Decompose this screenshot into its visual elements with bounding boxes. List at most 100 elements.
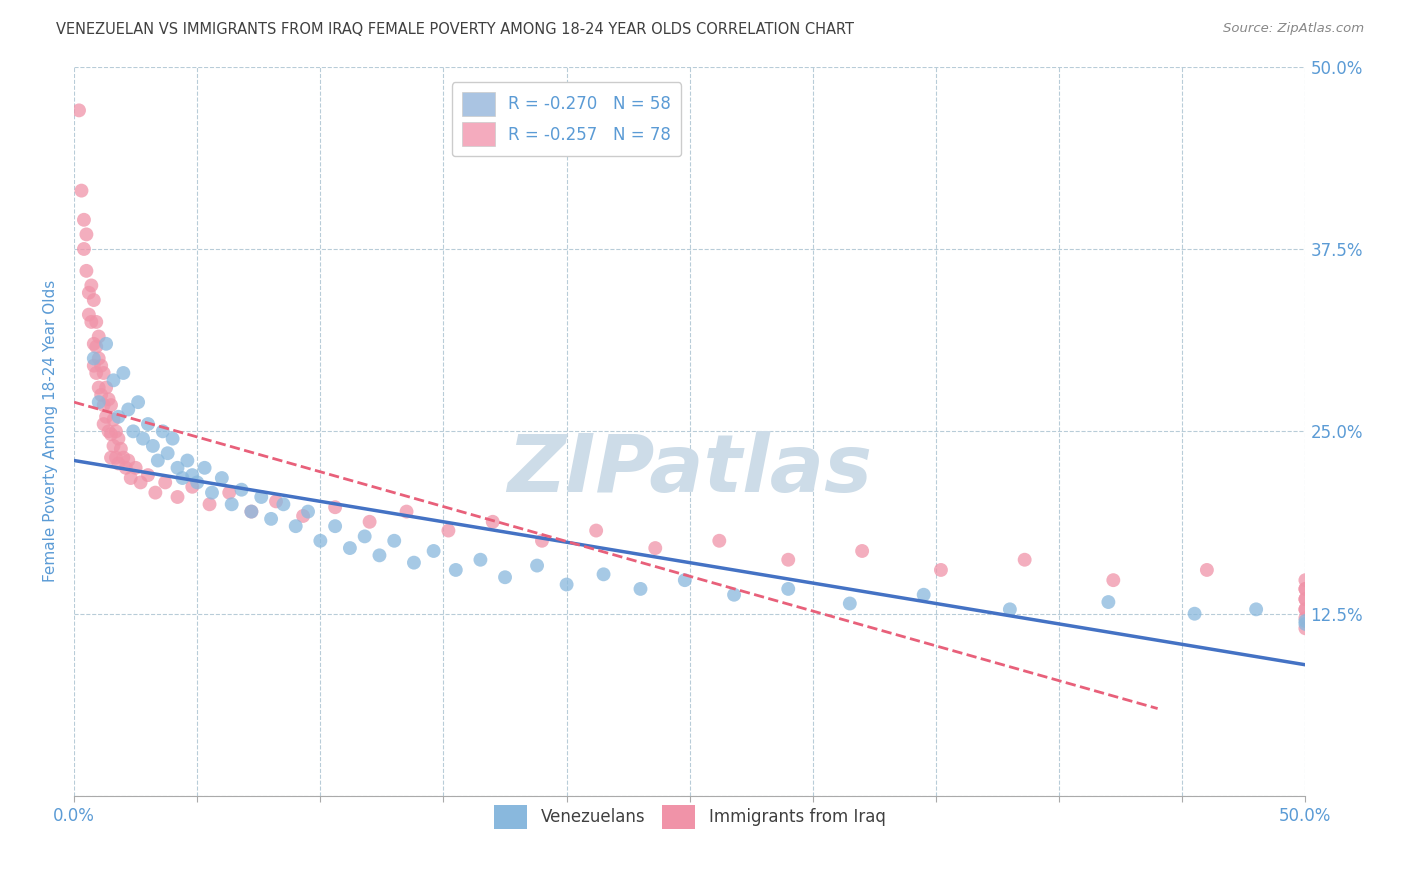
Point <box>444 563 467 577</box>
Point <box>402 556 425 570</box>
Point <box>143 485 166 500</box>
Point <box>240 505 263 519</box>
Point <box>323 519 346 533</box>
Point <box>1294 573 1316 587</box>
Point <box>1184 607 1206 621</box>
Point <box>70 184 93 198</box>
Point <box>592 567 614 582</box>
Point <box>395 505 418 519</box>
Point <box>1195 563 1218 577</box>
Point <box>93 398 115 412</box>
Point <box>211 471 233 485</box>
Point <box>80 315 103 329</box>
Y-axis label: Female Poverty Among 18-24 Year Olds: Female Poverty Among 18-24 Year Olds <box>44 280 58 582</box>
Point <box>998 602 1021 616</box>
Point <box>273 497 295 511</box>
Point <box>103 412 125 426</box>
Point <box>437 524 460 538</box>
Point <box>353 529 375 543</box>
Point <box>156 446 179 460</box>
Point <box>146 453 169 467</box>
Text: Source: ZipAtlas.com: Source: ZipAtlas.com <box>1223 22 1364 36</box>
Point <box>136 417 159 431</box>
Point <box>100 427 122 442</box>
Point <box>124 460 146 475</box>
Point <box>644 541 666 555</box>
Point <box>87 381 110 395</box>
Point <box>104 450 127 465</box>
Point <box>75 264 97 278</box>
Point <box>1294 614 1316 628</box>
Point <box>93 366 115 380</box>
Point <box>103 373 125 387</box>
Point <box>110 442 132 456</box>
Point <box>1294 602 1316 616</box>
Point <box>77 285 100 300</box>
Point <box>103 439 125 453</box>
Point <box>1014 553 1036 567</box>
Point <box>221 497 243 511</box>
Point <box>1294 616 1316 631</box>
Point <box>481 515 503 529</box>
Point <box>778 582 800 596</box>
Point <box>264 494 287 508</box>
Point <box>117 402 139 417</box>
Point <box>90 388 112 402</box>
Point <box>94 381 117 395</box>
Point <box>83 336 105 351</box>
Point <box>422 544 444 558</box>
Point <box>1294 592 1316 607</box>
Point <box>198 497 221 511</box>
Point <box>94 336 117 351</box>
Point <box>530 533 553 548</box>
Point <box>176 453 198 467</box>
Point <box>1102 573 1125 587</box>
Point <box>359 515 381 529</box>
Point <box>100 398 122 412</box>
Point <box>155 475 177 490</box>
Point <box>181 480 204 494</box>
Point <box>84 315 107 329</box>
Point <box>1294 582 1316 596</box>
Point <box>494 570 516 584</box>
Point <box>250 490 273 504</box>
Point <box>1244 602 1267 616</box>
Point <box>339 541 361 555</box>
Point <box>1294 602 1316 616</box>
Point <box>723 588 745 602</box>
Point <box>166 460 188 475</box>
Point <box>231 483 253 497</box>
Point <box>129 475 152 490</box>
Point <box>181 468 204 483</box>
Point <box>77 308 100 322</box>
Point <box>260 512 283 526</box>
Point <box>107 457 129 471</box>
Point <box>851 544 873 558</box>
Point <box>240 505 263 519</box>
Point <box>323 500 346 515</box>
Point <box>97 392 120 407</box>
Point <box>838 597 860 611</box>
Point <box>132 432 155 446</box>
Point <box>87 351 110 366</box>
Point <box>1097 595 1119 609</box>
Point <box>186 475 208 490</box>
Point <box>87 395 110 409</box>
Point <box>309 533 332 548</box>
Point <box>107 432 129 446</box>
Point <box>136 468 159 483</box>
Point <box>117 453 139 467</box>
Point <box>292 508 315 523</box>
Point <box>87 329 110 343</box>
Point <box>368 549 391 563</box>
Point <box>73 212 96 227</box>
Point <box>112 450 135 465</box>
Point <box>929 563 952 577</box>
Point <box>382 533 405 548</box>
Point <box>93 417 115 431</box>
Point <box>94 409 117 424</box>
Point <box>470 553 492 567</box>
Point <box>100 450 122 465</box>
Legend: Venezuelans, Immigrants from Iraq: Venezuelans, Immigrants from Iraq <box>488 798 893 835</box>
Point <box>107 409 129 424</box>
